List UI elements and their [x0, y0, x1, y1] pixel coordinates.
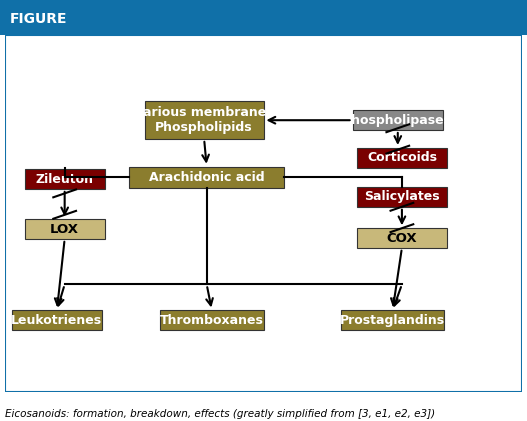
- FancyBboxPatch shape: [145, 101, 264, 139]
- FancyBboxPatch shape: [25, 219, 105, 239]
- FancyBboxPatch shape: [160, 310, 264, 330]
- Text: Eicosanoids: formation, breakdown, effects (greatly simplified from [3, e1, e2, : Eicosanoids: formation, breakdown, effec…: [5, 409, 435, 419]
- Text: Zileuton: Zileuton: [36, 173, 94, 186]
- FancyBboxPatch shape: [12, 310, 102, 330]
- Text: Various membranes
Phospholipids: Various membranes Phospholipids: [134, 106, 274, 134]
- FancyBboxPatch shape: [25, 169, 105, 189]
- Text: Leukotrienes: Leukotrienes: [12, 314, 102, 327]
- Text: Salicylates: Salicylates: [364, 190, 440, 203]
- FancyBboxPatch shape: [357, 187, 447, 207]
- FancyBboxPatch shape: [357, 228, 447, 248]
- FancyBboxPatch shape: [341, 310, 444, 330]
- Text: LOX: LOX: [50, 223, 79, 236]
- FancyBboxPatch shape: [357, 148, 447, 168]
- FancyBboxPatch shape: [353, 110, 443, 130]
- FancyBboxPatch shape: [129, 167, 284, 188]
- Text: COX: COX: [387, 232, 417, 245]
- Text: Prostaglandins: Prostaglandins: [340, 314, 445, 327]
- Text: Arachidonic acid: Arachidonic acid: [149, 171, 265, 184]
- Text: Corticoids: Corticoids: [367, 151, 437, 164]
- Text: FIGURE: FIGURE: [9, 12, 67, 26]
- Text: Thromboxanes: Thromboxanes: [160, 314, 264, 327]
- Text: Phospholipases: Phospholipases: [343, 114, 452, 127]
